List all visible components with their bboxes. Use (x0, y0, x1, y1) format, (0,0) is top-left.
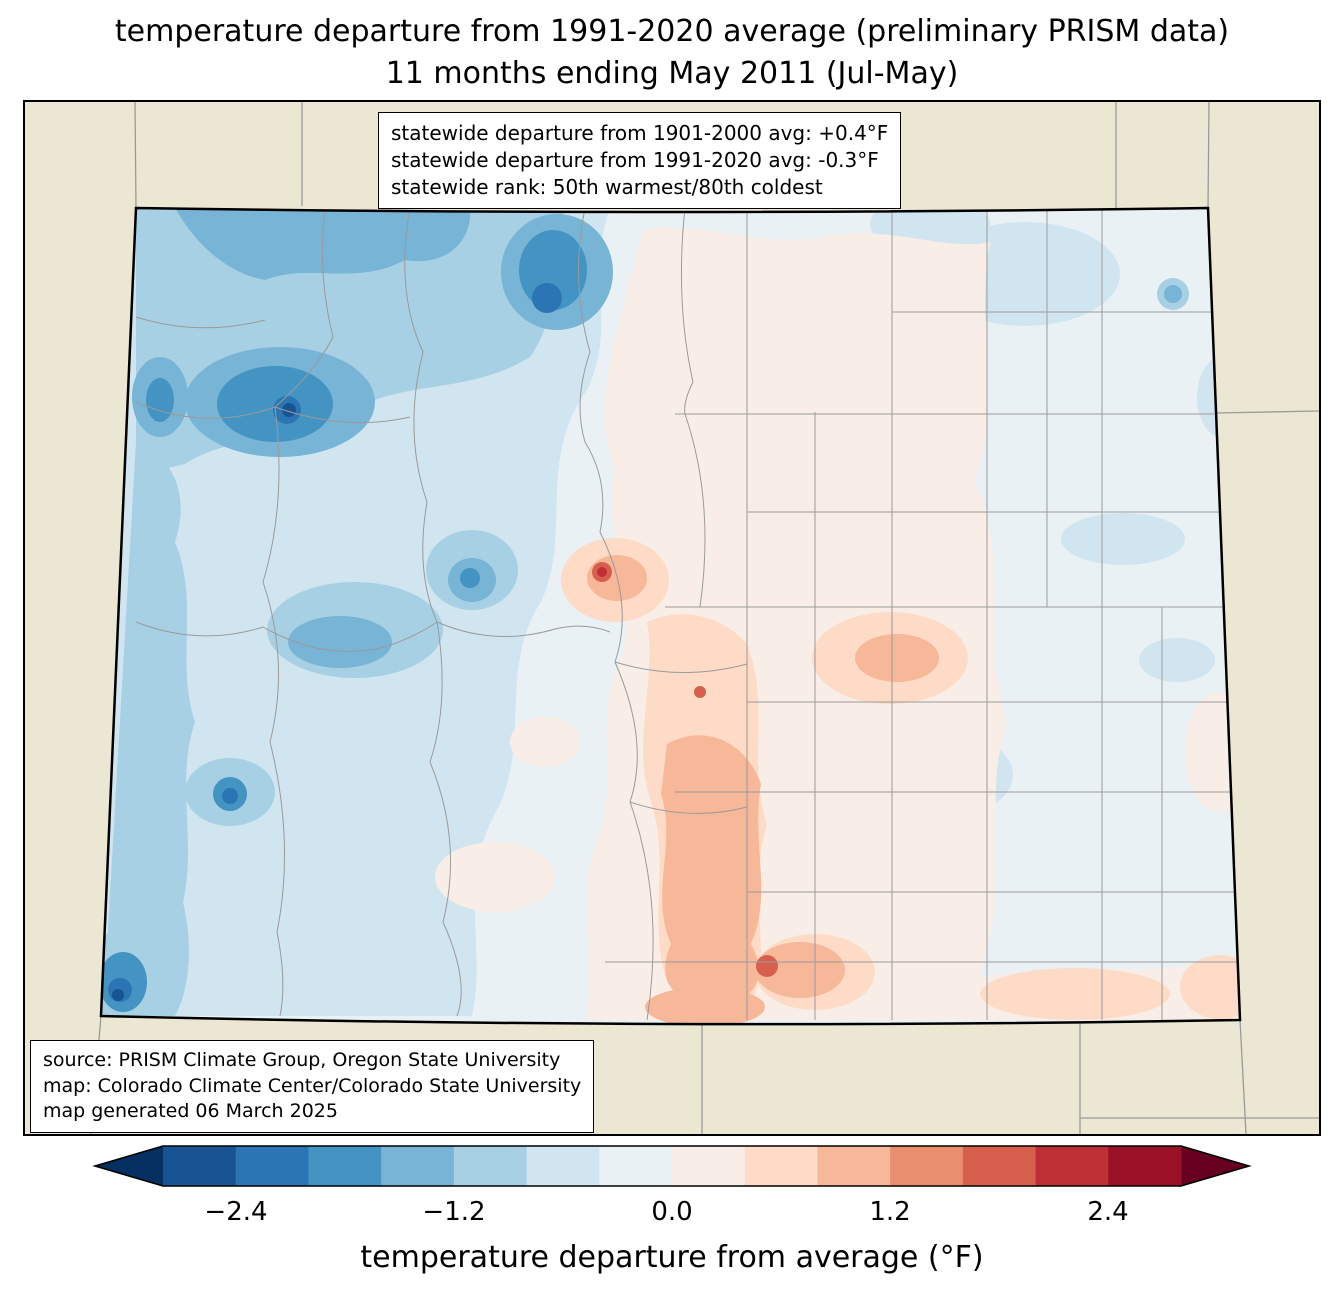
colorbar-axis-label: temperature departure from average (°F) (360, 1240, 983, 1275)
source-line: source: PRISM Climate Group, Oregon Stat… (43, 1049, 561, 1071)
colorbar-outline (92, 1145, 1252, 1187)
source-credit-box: source: PRISM Climate Group, Oregon Stat… (30, 1040, 595, 1133)
colorbar-tick-label: 0.0 (651, 1197, 692, 1227)
generated-date-line: map generated 06 March 2025 (43, 1100, 338, 1123)
stats-line-1991-2020: statewide departure from 1991-2020 avg: … (391, 148, 879, 172)
colorbar-tick-label: −1.2 (422, 1197, 485, 1227)
statewide-stats-box: statewide departure from 1901-2000 avg: … (378, 112, 902, 209)
temperature-contour-fills (101, 208, 1240, 1025)
colorbar-tick-label: 1.2 (869, 1197, 910, 1227)
colorbar-tick-labels: −2.4 −1.2 0.0 1.2 2.4 (204, 1197, 1128, 1227)
colorbar-left-arrow (95, 1146, 163, 1186)
stats-line-rank: statewide rank: 50th warmest/80th coldes… (391, 175, 823, 199)
colorado-map (25, 102, 1319, 1134)
stats-line-1901-2000: statewide departure from 1901-2000 avg: … (391, 121, 889, 145)
colorbar-segments (163, 1146, 1182, 1186)
map-axes (23, 100, 1321, 1136)
map-credit-line: map: Colorado Climate Center/Colorado St… (43, 1074, 582, 1097)
state-border (99, 206, 1242, 1026)
colorbar-tick-label: −2.4 (204, 1197, 267, 1227)
colorbar: −2.4 −1.2 0.0 1.2 2.4 temperature depart… (92, 1145, 1252, 1275)
page-title-line2: 11 months ending May 2011 (Jul-May) (385, 56, 959, 91)
colorbar-right-arrow (1181, 1146, 1249, 1186)
page-title-line1: temperature departure from 1991-2020 ave… (114, 14, 1230, 49)
colorbar-tick-label: 2.4 (1087, 1197, 1128, 1227)
county-borders (135, 208, 1238, 1021)
